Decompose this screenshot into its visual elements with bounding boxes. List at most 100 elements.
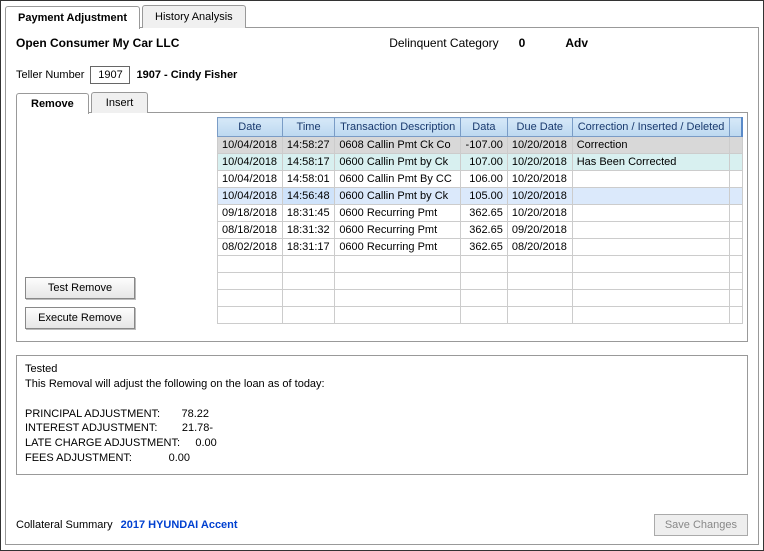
cell-data[interactable]: 362.65 (460, 222, 507, 239)
tab-insert[interactable]: Insert (91, 92, 149, 113)
cell-desc[interactable]: 0600 Recurring Pmt (335, 222, 461, 239)
table-row[interactable]: 10/04/201814:56:480600 Callin Pmt by Ck1… (218, 188, 743, 205)
cell-date[interactable]: 10/04/2018 (218, 171, 283, 188)
cell-spacer (730, 137, 742, 154)
cell-time[interactable]: 18:31:17 (282, 239, 334, 256)
cell-empty (335, 273, 461, 290)
cell-status[interactable] (572, 188, 730, 205)
cell-due[interactable]: 10/20/2018 (507, 137, 572, 154)
col-desc[interactable]: Transaction Description (335, 118, 461, 137)
table-row[interactable]: 10/04/201814:58:010600 Callin Pmt By CC1… (218, 171, 743, 188)
cell-time[interactable]: 14:58:01 (282, 171, 334, 188)
cell-spacer (730, 188, 742, 205)
cell-empty (282, 290, 334, 307)
left-column: Test Remove Execute Remove (17, 113, 217, 341)
cell-empty (572, 273, 730, 290)
col-data[interactable]: Data (460, 118, 507, 137)
collateral-label: Collateral Summary (16, 519, 113, 531)
cell-time[interactable]: 14:58:17 (282, 154, 334, 171)
cell-status[interactable]: Has Been Corrected (572, 154, 730, 171)
teller-number-input[interactable] (90, 66, 130, 84)
cell-desc[interactable]: 0600 Callin Pmt By CC (335, 171, 461, 188)
cell-date[interactable]: 10/04/2018 (218, 154, 283, 171)
cell-desc[interactable]: 0600 Recurring Pmt (335, 239, 461, 256)
cell-empty (460, 307, 507, 324)
cell-empty (572, 307, 730, 324)
table-row[interactable]: 08/02/201818:31:170600 Recurring Pmt362.… (218, 239, 743, 256)
cell-data[interactable]: 105.00 (460, 188, 507, 205)
cell-spacer (730, 205, 742, 222)
cell-empty (730, 256, 742, 273)
cell-empty (572, 256, 730, 273)
cell-empty (218, 307, 283, 324)
cell-empty (507, 290, 572, 307)
cell-date[interactable]: 10/04/2018 (218, 137, 283, 154)
col-date[interactable]: Date (218, 118, 283, 137)
teller-label: Teller Number (16, 69, 84, 81)
cell-empty (218, 290, 283, 307)
col-time[interactable]: Time (282, 118, 334, 137)
cell-empty (730, 307, 742, 324)
save-changes-button[interactable]: Save Changes (654, 514, 748, 536)
cell-time[interactable]: 18:31:45 (282, 205, 334, 222)
table-row[interactable]: 10/04/201814:58:170600 Callin Pmt by Ck1… (218, 154, 743, 171)
cell-empty (572, 290, 730, 307)
delinquent-label: Delinquent Category (389, 36, 498, 50)
tab-remove[interactable]: Remove (16, 93, 89, 114)
grid-header-row: Date Time Transaction Description Data D… (218, 118, 743, 137)
cell-status[interactable] (572, 239, 730, 256)
cell-empty (507, 256, 572, 273)
cell-status[interactable] (572, 205, 730, 222)
table-row-empty (218, 307, 743, 324)
cell-desc[interactable]: 0600 Callin Pmt by Ck (335, 188, 461, 205)
tab-payment-adjustment[interactable]: Payment Adjustment (5, 6, 140, 29)
cell-date[interactable]: 08/18/2018 (218, 222, 283, 239)
table-row[interactable]: 09/18/201818:31:450600 Recurring Pmt362.… (218, 205, 743, 222)
table-row[interactable]: 10/04/201814:58:270608 Callin Pmt Ck Co-… (218, 137, 743, 154)
message-box: Tested This Removal will adjust the foll… (16, 355, 748, 475)
cell-desc[interactable]: 0600 Recurring Pmt (335, 205, 461, 222)
cell-data[interactable]: 362.65 (460, 205, 507, 222)
cell-empty (507, 273, 572, 290)
test-remove-button[interactable]: Test Remove (25, 277, 135, 299)
cell-spacer (730, 154, 742, 171)
tab-history-analysis[interactable]: History Analysis (142, 5, 246, 28)
cell-due[interactable]: 10/20/2018 (507, 154, 572, 171)
teller-name: 1907 - Cindy Fisher (136, 69, 237, 81)
spacer (25, 121, 209, 273)
cell-date[interactable]: 10/04/2018 (218, 188, 283, 205)
adv-label: Adv (565, 36, 588, 50)
cell-status[interactable]: Correction (572, 137, 730, 154)
cell-time[interactable]: 14:56:48 (282, 188, 334, 205)
cell-status[interactable] (572, 171, 730, 188)
table-row[interactable]: 08/18/201818:31:320600 Recurring Pmt362.… (218, 222, 743, 239)
cell-data[interactable]: -107.00 (460, 137, 507, 154)
cell-data[interactable]: 107.00 (460, 154, 507, 171)
cell-status[interactable] (572, 222, 730, 239)
col-spacer (730, 118, 742, 137)
cell-spacer (730, 171, 742, 188)
cell-date[interactable]: 08/02/2018 (218, 239, 283, 256)
cell-time[interactable]: 14:58:27 (282, 137, 334, 154)
transactions-grid[interactable]: Date Time Transaction Description Data D… (217, 117, 743, 324)
teller-row: Teller Number 1907 - Cindy Fisher (16, 66, 748, 84)
cell-due[interactable]: 10/20/2018 (507, 188, 572, 205)
cell-data[interactable]: 106.00 (460, 171, 507, 188)
footer: Collateral Summary 2017 HYUNDAI Accent S… (16, 514, 748, 536)
col-due[interactable]: Due Date (507, 118, 572, 137)
cell-empty (282, 307, 334, 324)
cell-time[interactable]: 18:31:32 (282, 222, 334, 239)
col-status[interactable]: Correction / Inserted / Deleted (572, 118, 730, 137)
cell-empty (282, 273, 334, 290)
cell-due[interactable]: 10/20/2018 (507, 205, 572, 222)
cell-data[interactable]: 362.65 (460, 239, 507, 256)
cell-due[interactable]: 08/20/2018 (507, 239, 572, 256)
cell-date[interactable]: 09/18/2018 (218, 205, 283, 222)
execute-remove-button[interactable]: Execute Remove (25, 307, 135, 329)
cell-due[interactable]: 10/20/2018 (507, 171, 572, 188)
cell-desc[interactable]: 0608 Callin Pmt Ck Co (335, 137, 461, 154)
cell-empty (335, 256, 461, 273)
cell-empty (335, 290, 461, 307)
cell-desc[interactable]: 0600 Callin Pmt by Ck (335, 154, 461, 171)
cell-due[interactable]: 09/20/2018 (507, 222, 572, 239)
